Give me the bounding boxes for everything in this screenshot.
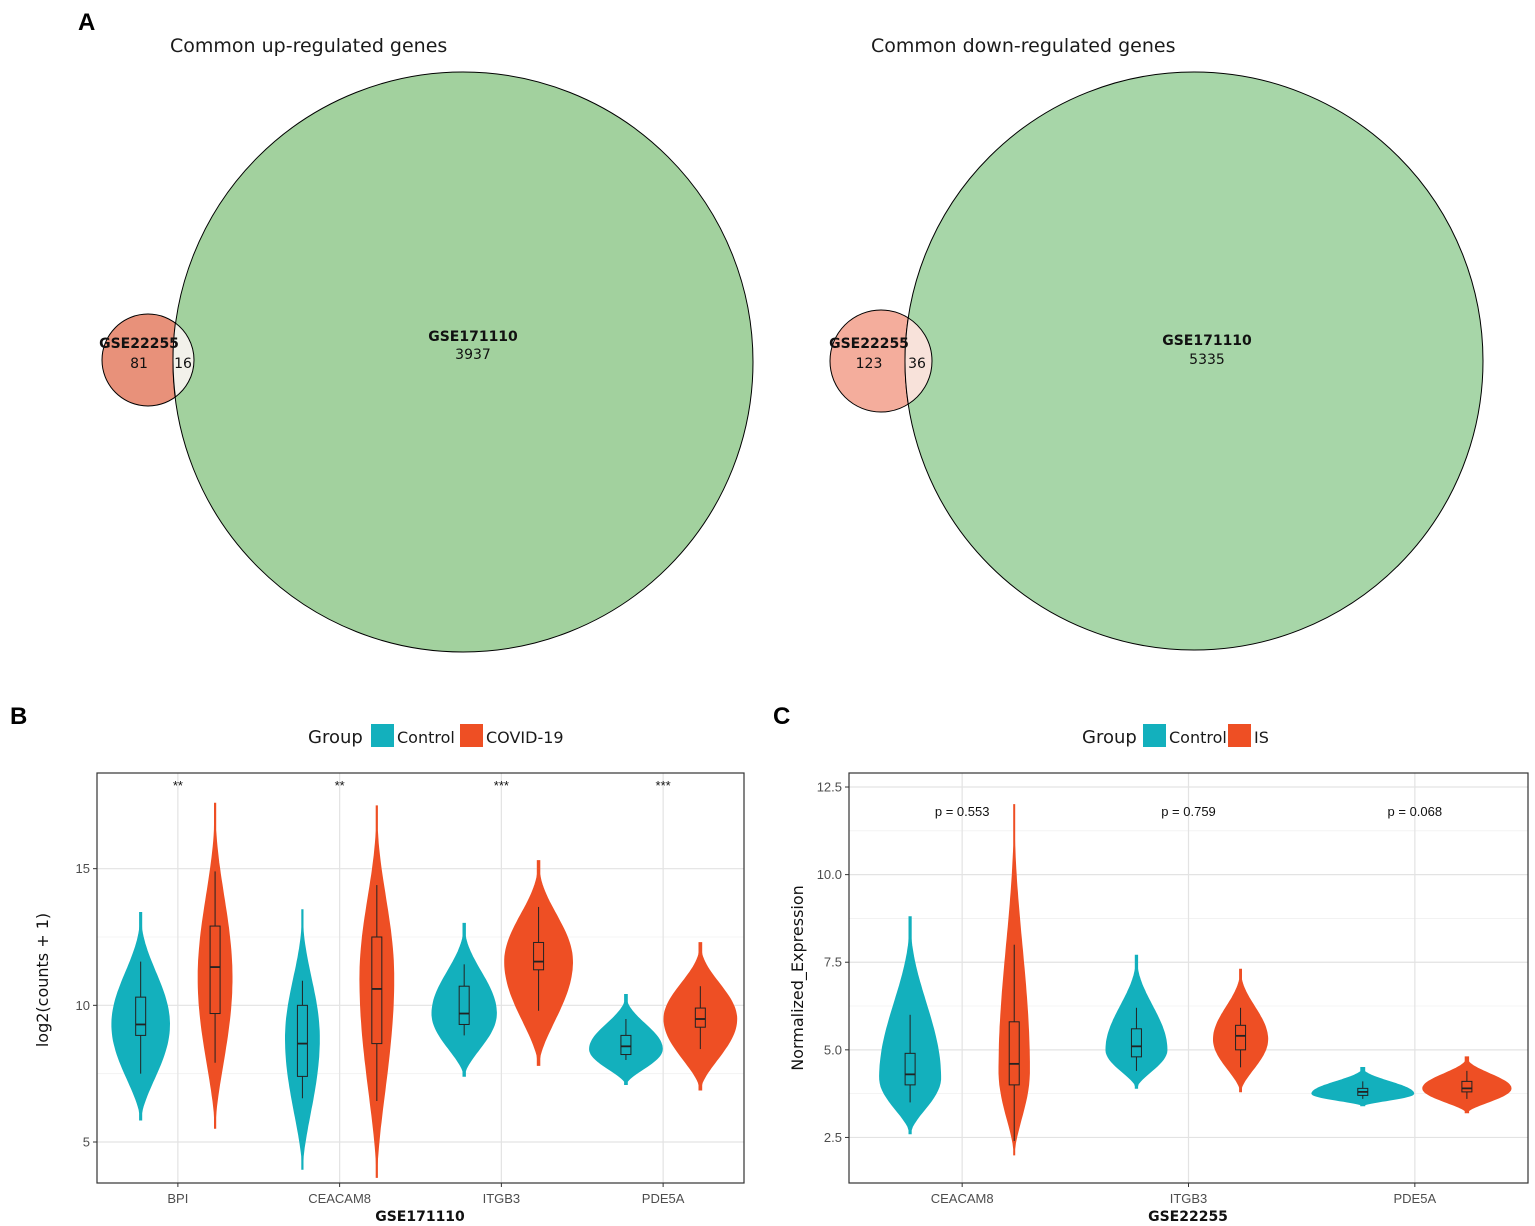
chart-c-x-tick-label: ITGB3 (1170, 1191, 1208, 1206)
chart-b-box (371, 936, 383, 1045)
chart-b-box (694, 1007, 706, 1028)
chart-c-box (1008, 1021, 1020, 1086)
chart-c-x-tick-label: CEACAM8 (931, 1191, 994, 1206)
chart-b-y-tick-label: 5 (83, 1135, 90, 1150)
chart-b-legend-label-control: Control (397, 728, 455, 747)
venn-up-large-label: GSE171110 (428, 329, 518, 345)
chart-c-y-tick-label: 10.0 (817, 867, 842, 882)
chart-b-y-tick-label: 15 (76, 861, 90, 876)
venn-down-overlap-count: 36 (908, 356, 926, 372)
chart-b-legend-key-control (371, 724, 394, 747)
panel-label-b: B (10, 703, 27, 730)
panel-label-a: A (78, 9, 95, 36)
chart-b-y-tick-label: 10 (76, 998, 90, 1013)
chart-c-legend-title: Group (1082, 727, 1137, 748)
chart-b-x-tick-label: BPI (167, 1191, 188, 1206)
venn-up-regulated: Common up-regulated genes GSE22255 81 16… (99, 35, 754, 653)
venn-up-small-label: GSE22255 (99, 336, 179, 352)
venn-down-small-label: GSE22255 (829, 336, 909, 352)
chart-b-panel-border (96, 772, 745, 1184)
chart-c-y-tick-label: 2.5 (824, 1130, 842, 1145)
chart-c-plot: p = 0.553 p = 0.759 p = 0.068 2.5 5.0 7.5 10.0… (817, 772, 1529, 1206)
chart-b-panel-bg (97, 773, 744, 1183)
chart-b-annotation: ** (335, 778, 345, 793)
chart-b-box (620, 1034, 632, 1056)
chart-c-box (904, 1052, 916, 1086)
venn-down-large-count: 5335 (1189, 352, 1225, 368)
chart-c-legend-label-control: Control (1169, 728, 1227, 747)
chart-b-x-axis-title: GSE171110 (375, 1209, 465, 1225)
chart-c-y-tick-label: 7.5 (824, 955, 842, 970)
chart-c-y-tick-label: 12.5 (817, 780, 842, 795)
chart-c-legend-key-is (1228, 724, 1251, 747)
venn-down-overlap (904, 317, 933, 405)
chart-b-box (135, 996, 147, 1036)
chart-b-x-tick-label: ITGB3 (483, 1191, 521, 1206)
venn-up-small-count: 81 (130, 356, 148, 372)
chart-b-x-tick-label: PDE5A (642, 1191, 685, 1206)
chart-b-legend-title: Group (308, 727, 363, 748)
chart-c-legend-key-control (1143, 724, 1166, 747)
chart-c-y-axis-title: Normalized_Expression (788, 885, 808, 1071)
venn-up-large-count: 3937 (455, 347, 491, 363)
chart-c-box (1461, 1080, 1473, 1093)
chart-b-annotation: ** (173, 778, 183, 793)
chart-c-y-tick-label: 5.0 (824, 1042, 842, 1057)
venn-down-title: Common down-regulated genes (871, 35, 1175, 57)
venn-up-overlap-count: 16 (174, 356, 192, 372)
chart-b-x-tick-label: CEACAM8 (308, 1191, 371, 1206)
chart-c-annotation: p = 0.759 (1161, 804, 1216, 819)
chart-c-annotation: p = 0.068 (1388, 804, 1443, 819)
chart-b-y-axis-title: log2(counts + 1) (33, 913, 52, 1047)
venn-up-overlap (172, 322, 195, 398)
chart-b-legend-label-covid: COVID-19 (486, 728, 564, 747)
chart-c-x-tick-label: PDE5A (1394, 1191, 1437, 1206)
venn-up-title: Common up-regulated genes (170, 35, 447, 57)
chart-b-box (458, 985, 470, 1025)
chart-c-legend-label-is: IS (1254, 728, 1269, 747)
venn-down-small-count: 123 (856, 356, 883, 372)
chart-b-legend-key-covid (460, 724, 483, 747)
panel-label-c: C (773, 703, 790, 730)
chart-b-box (533, 941, 545, 971)
chart-b-annotation: *** (494, 778, 509, 793)
chart-c-annotation: p = 0.553 (935, 804, 990, 819)
venn-down-regulated: Common down-regulated genes GSE22255 123… (829, 35, 1484, 651)
chart-c-legend: Group Control IS (1082, 724, 1269, 748)
chart-b-box (296, 1004, 308, 1077)
chart-c-box (1235, 1024, 1247, 1051)
chart-b-annotation: *** (656, 778, 671, 793)
chart-b-box (209, 925, 221, 1015)
chart-c-box (1130, 1028, 1142, 1058)
chart-b-legend: Group Control COVID-19 (308, 724, 564, 748)
chart-c-x-axis-title: GSE22255 (1148, 1209, 1228, 1225)
venn-down-large-label: GSE171110 (1162, 333, 1252, 349)
